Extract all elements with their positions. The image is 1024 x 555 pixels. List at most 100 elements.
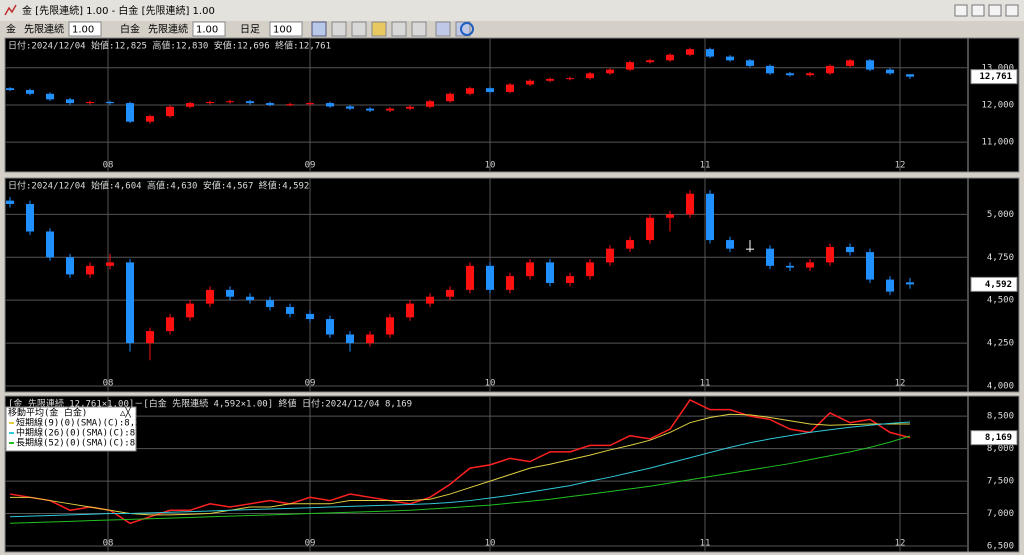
candle-body: [726, 240, 734, 249]
y-tick-label: 13,000: [981, 63, 1014, 73]
candle-body: [866, 252, 874, 280]
candle-body: [46, 231, 54, 258]
restore-button[interactable]: [954, 4, 968, 17]
input-box[interactable]: [192, 21, 226, 37]
series-line: [10, 413, 911, 516]
y-tick-label: 12,000: [981, 100, 1014, 110]
toolbar-icons: [311, 21, 474, 37]
input-box[interactable]: [68, 21, 102, 37]
x-tick-label: 09: [305, 161, 316, 171]
candle-body: [686, 49, 694, 55]
last-value-box: [970, 69, 1018, 85]
candle-body: [346, 106, 354, 109]
candle-body: [766, 248, 774, 266]
candle-body: [346, 334, 354, 344]
candle-body: [66, 257, 74, 275]
tool-icon[interactable]: [411, 21, 427, 37]
x-tick-label: 10: [485, 539, 496, 549]
y-tick-label: 4,000: [987, 382, 1014, 392]
candle-body: [326, 319, 334, 335]
y-tick-label: 7,500: [987, 477, 1014, 487]
candle-body: [886, 69, 894, 74]
candle-body: [286, 104, 294, 106]
candle-body: [426, 296, 434, 304]
candle-body: [826, 246, 834, 263]
candle-body: [6, 200, 14, 205]
candle-body: [86, 265, 94, 275]
candle-body: [206, 289, 214, 304]
candle-body: [546, 262, 554, 283]
candle-body: [706, 193, 714, 241]
candle-body: [746, 60, 754, 66]
candle-body: [226, 289, 234, 297]
tool-icon[interactable]: [331, 21, 347, 37]
tool-icon[interactable]: [311, 21, 327, 37]
candle-body: [666, 214, 674, 218]
x-tick-label: 11: [700, 539, 711, 549]
tool-icon[interactable]: [351, 21, 367, 37]
candle-body: [866, 60, 874, 70]
input-value: 100: [273, 25, 292, 36]
candle-body: [326, 103, 334, 107]
candle-body: [486, 88, 494, 92]
candle-body: [166, 317, 174, 332]
candle-body: [466, 88, 474, 94]
candle-body: [106, 101, 114, 104]
candle-body: [306, 103, 314, 105]
candle-body: [466, 265, 474, 290]
candle-body: [726, 56, 734, 61]
toolbar-label: 白金: [120, 23, 140, 36]
close-button[interactable]: [1005, 4, 1019, 17]
candle-body: [246, 296, 254, 301]
candle-body: [526, 262, 534, 277]
candle-body: [886, 279, 894, 292]
candle-body: [146, 116, 154, 122]
y-tick-label: 4,500: [987, 296, 1014, 306]
x-tick-label: 11: [700, 379, 711, 389]
candle-body: [486, 265, 494, 290]
candle-body: [226, 101, 234, 103]
tool-icon[interactable]: [391, 21, 407, 37]
tool-icon[interactable]: [435, 21, 451, 37]
legend-entry: 長期線(52)(0)(SMA)(C):8,195: [16, 437, 157, 449]
toolbar-label: 日足: [240, 24, 260, 36]
candle-body: [46, 93, 54, 100]
refresh-icon[interactable]: [460, 22, 474, 36]
y-tick-label: 4,250: [987, 339, 1014, 349]
candle-body: [586, 73, 594, 79]
x-tick-label: 08: [103, 161, 114, 171]
candle-body: [806, 262, 814, 268]
candle-body: [366, 334, 374, 344]
candle-body: [526, 80, 534, 85]
candle-body: [566, 78, 574, 80]
candle-body: [86, 101, 94, 104]
input-value: 1.00: [196, 25, 218, 36]
x-tick-label: 12: [895, 379, 906, 389]
x-tick-label: 09: [305, 379, 316, 389]
y-tick-label: 8,500: [987, 412, 1014, 422]
y-tick-label: 8,000: [987, 444, 1014, 454]
maximize-button[interactable]: [988, 4, 1002, 17]
legend-box: [5, 406, 137, 452]
last-value-label: 8,169: [985, 433, 1012, 443]
candle-body: [806, 73, 814, 76]
x-tick-label: 09: [305, 539, 316, 549]
candle-body: [186, 303, 194, 318]
legend-toggle: △╳: [120, 407, 131, 419]
input-box[interactable]: [269, 21, 303, 37]
candle-body: [6, 88, 14, 91]
last-value-label: 12,761: [979, 72, 1012, 82]
toolbar-label: 金: [6, 23, 16, 36]
tool-icon[interactable]: [455, 21, 471, 37]
candle-body: [646, 60, 654, 63]
series-line: [9, 398, 911, 525]
candle-body: [26, 90, 34, 94]
x-tick-label: 12: [895, 539, 906, 549]
candle-body: [146, 331, 154, 344]
minimize-button[interactable]: [971, 4, 985, 17]
candle-body: [506, 276, 514, 290]
legend-entry: 短期線(9)(0)(SMA)(C):8,379: [16, 417, 151, 429]
tool-icon[interactable]: [371, 21, 387, 37]
x-tick-label: 12: [895, 161, 906, 171]
candle-body: [906, 282, 914, 285]
